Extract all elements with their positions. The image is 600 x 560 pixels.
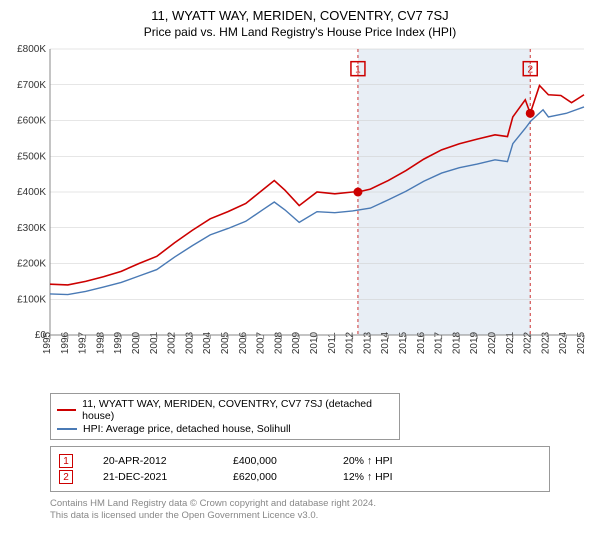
transaction-date: 21-DEC-2021: [103, 471, 203, 483]
y-tick-label: £600K: [17, 116, 46, 127]
credit-line-2: This data is licensed under the Open Gov…: [50, 510, 550, 522]
chart-title: 11, WYATT WAY, MERIDEN, COVENTRY, CV7 7S…: [8, 8, 592, 23]
y-tick-label: £100K: [17, 294, 46, 305]
transaction-row-marker: 2: [59, 470, 73, 484]
transaction-dot: [353, 188, 362, 197]
legend: 11, WYATT WAY, MERIDEN, COVENTRY, CV7 7S…: [50, 393, 400, 440]
y-tick-label: £500K: [17, 151, 46, 162]
credit-text: Contains HM Land Registry data © Crown c…: [50, 498, 550, 523]
transaction-dot: [526, 109, 535, 118]
transaction-date: 20-APR-2012: [103, 455, 203, 467]
y-tick-label: £400K: [17, 187, 46, 198]
legend-swatch: [57, 428, 77, 430]
chart-area: £0£100K£200K£300K£400K£500K£600K£700K£80…: [8, 45, 592, 385]
transaction-price: £620,000: [233, 471, 313, 483]
legend-row: 11, WYATT WAY, MERIDEN, COVENTRY, CV7 7S…: [57, 398, 393, 422]
y-tick-label: £300K: [17, 223, 46, 234]
transaction-price: £400,000: [233, 455, 313, 467]
y-tick-label: £800K: [17, 45, 46, 55]
credit-line-1: Contains HM Land Registry data © Crown c…: [50, 498, 550, 510]
transaction-delta: 12% ↑ HPI: [343, 471, 393, 483]
chart-subtitle: Price paid vs. HM Land Registry's House …: [8, 25, 592, 39]
legend-label: HPI: Average price, detached house, Soli…: [83, 423, 291, 435]
transaction-row: 1 20-APR-2012 £400,000 20% ↑ HPI: [59, 454, 541, 468]
legend-swatch: [57, 409, 76, 411]
transaction-marker-label: 2: [527, 64, 533, 75]
legend-row: HPI: Average price, detached house, Soli…: [57, 423, 393, 435]
y-tick-label: £200K: [17, 259, 46, 270]
y-tick-label: £700K: [17, 80, 46, 91]
chart-svg: £0£100K£200K£300K£400K£500K£600K£700K£80…: [8, 45, 592, 385]
transaction-row: 2 21-DEC-2021 £620,000 12% ↑ HPI: [59, 470, 541, 484]
transaction-row-marker: 1: [59, 454, 73, 468]
transaction-marker-label: 1: [355, 64, 361, 75]
transaction-delta: 20% ↑ HPI: [343, 455, 393, 467]
transactions-table: 1 20-APR-2012 £400,000 20% ↑ HPI 2 21-DEC-202…: [50, 446, 550, 492]
legend-label: 11, WYATT WAY, MERIDEN, COVENTRY, CV7 7S…: [82, 398, 393, 422]
